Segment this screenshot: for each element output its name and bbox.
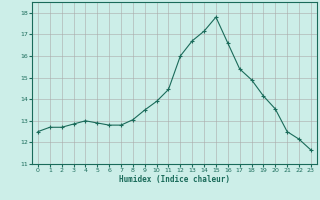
X-axis label: Humidex (Indice chaleur): Humidex (Indice chaleur) xyxy=(119,175,230,184)
